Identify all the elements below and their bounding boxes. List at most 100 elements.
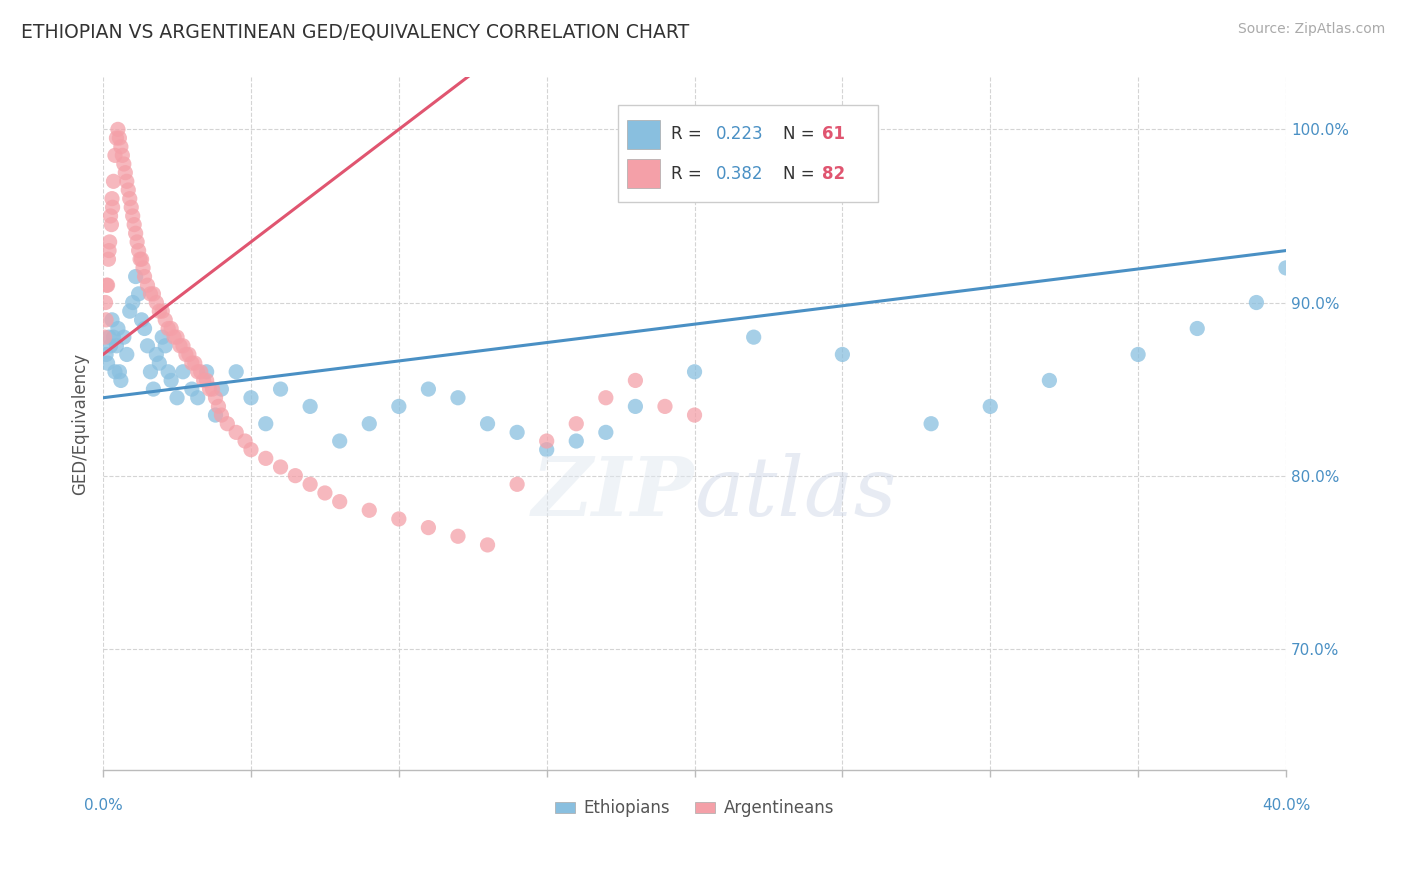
Point bbox=[107, 321, 129, 335]
Text: 0.382: 0.382 bbox=[716, 165, 763, 184]
Point bbox=[207, 400, 229, 414]
Point bbox=[98, 330, 121, 344]
Point bbox=[93, 330, 115, 344]
Point bbox=[418, 520, 440, 534]
Point bbox=[506, 425, 529, 440]
Point bbox=[131, 252, 153, 267]
Point bbox=[447, 391, 470, 405]
Point bbox=[96, 278, 118, 293]
Point bbox=[166, 391, 188, 405]
FancyBboxPatch shape bbox=[627, 159, 661, 188]
Point bbox=[108, 131, 131, 145]
Point bbox=[155, 339, 177, 353]
Text: ZIP: ZIP bbox=[531, 453, 695, 533]
Point bbox=[112, 330, 135, 344]
Point bbox=[204, 408, 226, 422]
Point bbox=[683, 408, 706, 422]
Point bbox=[117, 183, 139, 197]
Point bbox=[110, 139, 132, 153]
Point bbox=[254, 417, 277, 431]
Point bbox=[157, 321, 180, 335]
Point bbox=[131, 313, 153, 327]
Point bbox=[233, 434, 256, 448]
Point bbox=[831, 347, 853, 361]
Point bbox=[270, 382, 292, 396]
Point bbox=[187, 391, 209, 405]
Text: R =: R = bbox=[671, 125, 707, 144]
Point bbox=[148, 304, 170, 318]
FancyBboxPatch shape bbox=[617, 105, 877, 202]
Point bbox=[418, 382, 440, 396]
Point bbox=[98, 244, 121, 258]
Point bbox=[134, 269, 156, 284]
Point bbox=[506, 477, 529, 491]
Point bbox=[103, 174, 125, 188]
Y-axis label: GED/Equivalency: GED/Equivalency bbox=[72, 352, 89, 495]
Point bbox=[187, 365, 209, 379]
Point bbox=[124, 227, 146, 241]
Text: R =: R = bbox=[671, 165, 707, 184]
Point bbox=[240, 391, 263, 405]
Point bbox=[120, 200, 142, 214]
Point bbox=[329, 434, 352, 448]
Point bbox=[388, 512, 411, 526]
Point bbox=[742, 330, 765, 344]
Point bbox=[447, 529, 470, 543]
Point bbox=[174, 347, 197, 361]
Point bbox=[240, 442, 263, 457]
Point bbox=[136, 278, 159, 293]
Text: N =: N = bbox=[783, 165, 820, 184]
Point bbox=[172, 339, 194, 353]
Point bbox=[104, 365, 127, 379]
Point bbox=[103, 330, 125, 344]
Point bbox=[388, 400, 411, 414]
Point bbox=[122, 218, 145, 232]
Point bbox=[536, 434, 558, 448]
Point bbox=[101, 313, 124, 327]
Point bbox=[624, 373, 647, 387]
Point bbox=[139, 365, 162, 379]
Point bbox=[177, 347, 200, 361]
Point bbox=[98, 235, 121, 249]
Point bbox=[1275, 260, 1298, 275]
Point bbox=[155, 313, 177, 327]
Point bbox=[111, 148, 134, 162]
Point bbox=[108, 365, 131, 379]
Point bbox=[94, 347, 117, 361]
Text: atlas: atlas bbox=[695, 453, 897, 533]
Point bbox=[97, 356, 120, 370]
Point bbox=[104, 148, 127, 162]
Point bbox=[169, 339, 191, 353]
Point bbox=[180, 382, 202, 396]
Point bbox=[1246, 295, 1268, 310]
FancyBboxPatch shape bbox=[627, 120, 661, 149]
Point bbox=[107, 122, 129, 136]
Point bbox=[142, 286, 165, 301]
Text: N =: N = bbox=[783, 125, 820, 144]
Point bbox=[920, 417, 942, 431]
Point bbox=[134, 321, 156, 335]
Point bbox=[683, 365, 706, 379]
Point bbox=[254, 451, 277, 466]
Point bbox=[1126, 347, 1149, 361]
Point bbox=[193, 373, 215, 387]
Point bbox=[160, 373, 183, 387]
Point bbox=[136, 339, 159, 353]
Point bbox=[299, 477, 322, 491]
Point bbox=[198, 382, 221, 396]
Text: Source: ZipAtlas.com: Source: ZipAtlas.com bbox=[1237, 22, 1385, 37]
Point bbox=[100, 339, 122, 353]
Point bbox=[118, 192, 141, 206]
Point bbox=[180, 356, 202, 370]
Point bbox=[190, 365, 212, 379]
Text: 61: 61 bbox=[823, 125, 845, 144]
Point bbox=[142, 382, 165, 396]
Point bbox=[1038, 373, 1060, 387]
Point bbox=[121, 209, 143, 223]
Point bbox=[201, 382, 224, 396]
Point bbox=[595, 391, 617, 405]
Point bbox=[127, 235, 149, 249]
Point bbox=[121, 295, 143, 310]
Point bbox=[105, 339, 128, 353]
Point bbox=[100, 209, 122, 223]
